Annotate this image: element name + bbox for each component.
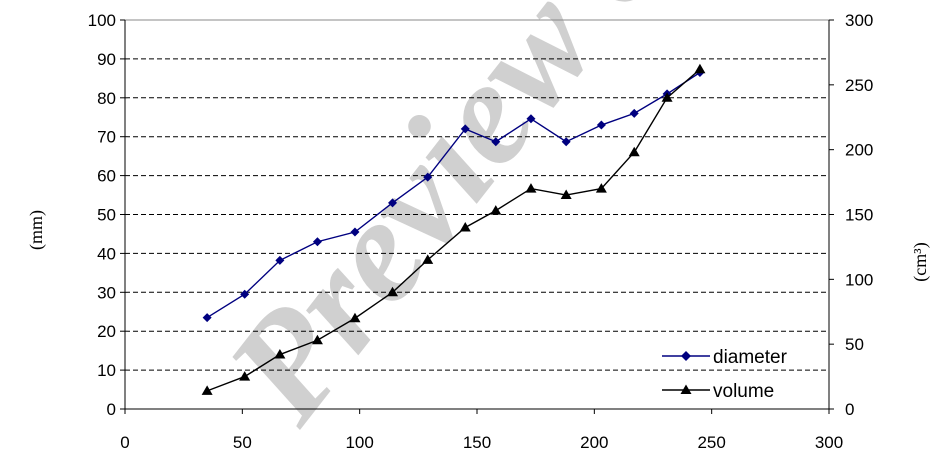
x-tick-label: 200	[580, 433, 608, 452]
left-tick-label: 40	[97, 244, 116, 263]
data-point-diameter	[491, 137, 501, 147]
x-tick-label: 250	[697, 433, 725, 452]
x-tick-label: 0	[120, 433, 129, 452]
right-tick-label: 300	[845, 11, 873, 30]
right-tick-label: 150	[845, 206, 873, 225]
data-point-volume	[560, 189, 572, 200]
data-point-volume	[422, 254, 434, 264]
legend-entry-volume: volume	[662, 381, 774, 402]
data-point-volume	[694, 63, 706, 74]
right-tick-label: 50	[845, 335, 864, 354]
data-point-volume	[661, 92, 673, 102]
series-volume	[201, 63, 706, 395]
left-tick-label: 70	[97, 128, 116, 147]
left-tick-label: 50	[97, 206, 116, 225]
legend: diameter volume	[662, 347, 788, 402]
left-tick-label: 0	[107, 400, 116, 419]
right-tick-label: 250	[845, 76, 873, 95]
left-tick-label: 10	[97, 361, 116, 380]
data-point-diameter	[312, 237, 322, 247]
data-point-diameter	[596, 120, 606, 130]
x-tick-label: 150	[463, 433, 491, 452]
left-tick-label: 80	[97, 89, 116, 108]
data-point-volume	[239, 371, 251, 381]
data-point-diameter	[350, 227, 360, 237]
gridlines	[125, 58, 829, 371]
data-point-diameter	[526, 114, 536, 124]
left-tick-label: 60	[97, 167, 116, 186]
data-point-diameter	[629, 108, 639, 118]
data-point-volume	[525, 183, 537, 193]
watermark: Preview of SIL	[195, 0, 896, 451]
x-tick-label: 50	[233, 433, 252, 452]
data-point-volume	[387, 286, 399, 297]
data-point-volume	[311, 334, 323, 345]
data-point-diameter	[388, 198, 398, 208]
left-tick-label: 20	[97, 322, 116, 341]
data-point-volume	[459, 221, 471, 232]
x-tick-label: 100	[345, 433, 373, 452]
left-tick-label: 100	[88, 11, 116, 30]
x-tick-label: 300	[815, 433, 843, 452]
series-layer	[201, 63, 706, 395]
data-point-diameter	[275, 255, 285, 265]
legend-volume-label: volume	[713, 381, 774, 402]
data-point-volume	[349, 312, 361, 323]
left-tick-label: 30	[97, 283, 116, 302]
legend-entry-diameter: diameter	[662, 347, 788, 368]
right-axis-ticks: 0 50 100 150 200 250 300	[829, 11, 873, 419]
legend-volume-marker	[680, 384, 692, 394]
right-axis-label: (cm³)	[910, 242, 931, 281]
left-axis-label: (mm)	[26, 210, 47, 250]
x-axis-ticks: 0 50 100 150 200 250 300	[120, 409, 843, 452]
data-point-volume	[595, 183, 607, 193]
data-point-diameter	[240, 289, 250, 299]
data-point-diameter	[202, 313, 212, 323]
right-tick-label: 0	[845, 400, 854, 419]
left-axis-ticks: 0 10 20 30 40 50 60 70 80 90 100	[88, 11, 125, 419]
legend-diameter-marker	[681, 351, 691, 361]
right-tick-label: 200	[845, 141, 873, 160]
data-point-diameter	[561, 137, 571, 147]
left-tick-label: 90	[97, 50, 116, 69]
data-point-diameter	[460, 124, 470, 134]
legend-diameter-label: diameter	[713, 347, 788, 368]
data-point-diameter	[423, 172, 433, 182]
data-point-volume	[628, 146, 640, 157]
data-point-volume	[274, 349, 286, 359]
right-tick-label: 100	[845, 270, 873, 289]
data-point-volume	[201, 385, 213, 395]
data-point-volume	[490, 205, 502, 215]
